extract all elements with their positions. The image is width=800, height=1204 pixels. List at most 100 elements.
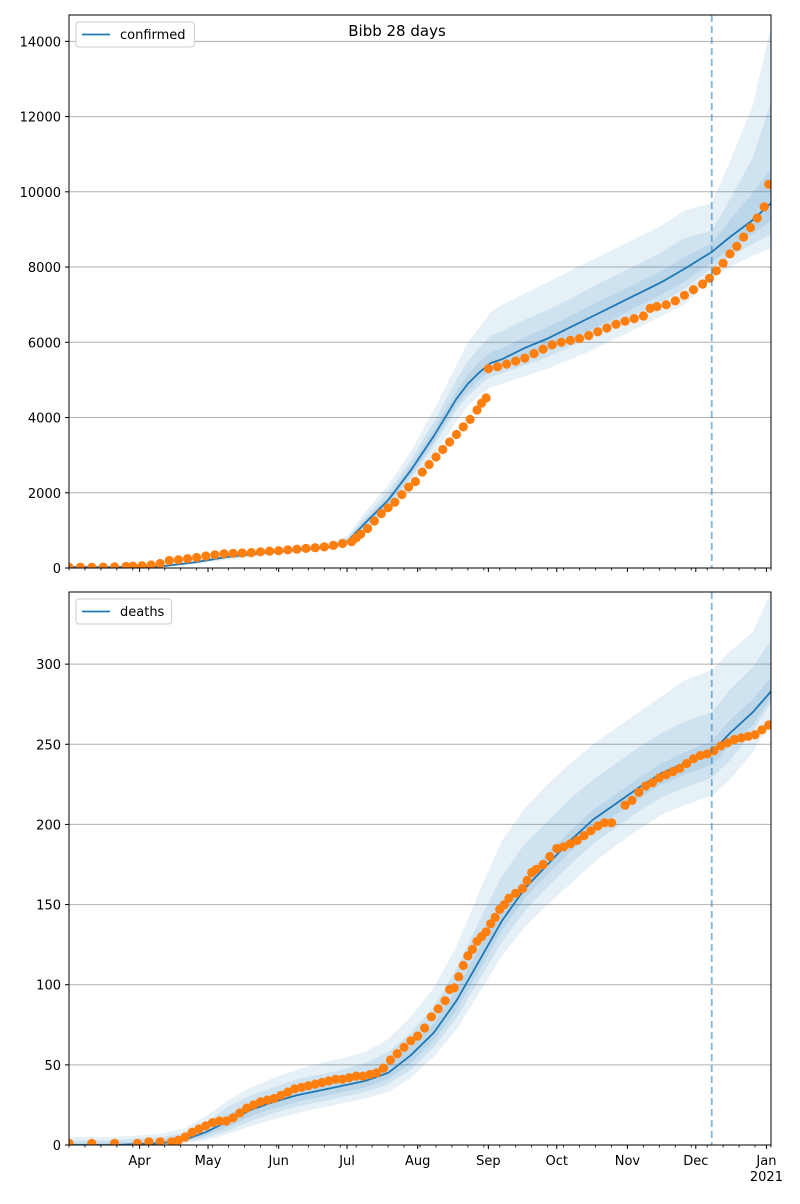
observed-point [201,551,211,561]
observed-point [392,1049,402,1059]
observed-point [358,1071,368,1081]
observed-point [481,927,491,937]
observed-point [565,335,576,345]
y-tick-label: 4000 [28,412,61,427]
y-tick-label: 100 [36,979,61,994]
observed-point [454,972,464,982]
y-tick-label: 6000 [28,336,61,351]
y-tick-label: 10000 [20,186,61,201]
observed-point [132,1138,142,1145]
observed-point [695,750,705,761]
observed-point [344,1073,354,1083]
legend: deaths [75,598,173,625]
observed-point [729,734,740,745]
observed-point [399,1042,409,1052]
observed-point [682,758,692,769]
observed-point [600,818,610,828]
observed-point [611,319,621,329]
y-tick-label: 0 [53,1139,61,1154]
observed-point [538,344,548,354]
x-tick-label: Jun [268,1154,289,1169]
observed-point [641,781,651,791]
observed-point [739,232,749,242]
observed-point [237,548,247,558]
observed-point [465,414,475,424]
observed-point [711,266,721,276]
observed-point [417,467,427,477]
observed-point [390,497,400,507]
observed-point [424,459,434,470]
observed-point [602,323,612,333]
observed-point [69,562,74,568]
observed-point [661,300,671,310]
chart-panel-confirmed: 0 2000 4000 6000 8000 10000 12000 14000 confirme… [20,14,772,577]
observed-point [210,550,220,560]
observed-point [481,393,491,403]
observed-point [502,359,512,369]
y-tick-label: 200 [36,818,61,833]
observed-point [440,996,450,1006]
plot-area [69,26,771,568]
observed-point [627,795,637,806]
uncertainty-band-middle [69,640,771,1145]
observed-point [433,1004,443,1014]
observed-point [144,1137,154,1145]
observed-point [246,548,256,558]
legend-box [75,598,173,625]
observed-point [679,290,690,300]
observed-point [593,327,603,337]
observed-point [385,1055,395,1065]
chart-panel-deaths: 0 50 100 150 200 250 300 Apr May Jun Jul Aug Sep Oct N… [36,591,783,1185]
observed-point [572,835,582,846]
observed-point [451,429,462,440]
observed-point [283,545,293,555]
observed-point [110,1138,120,1145]
x-tick-label: Jul [338,1154,355,1169]
observed-point [110,562,120,568]
observed-point [292,544,302,554]
observed-point [351,1071,361,1081]
observed-point [463,951,473,961]
legend-box [75,21,195,48]
observed-point [310,543,320,553]
observed-point [759,202,769,212]
observed-point [518,883,528,894]
observed-point [363,523,373,534]
observed-point [458,422,468,432]
observed-point [249,1100,259,1110]
observed-point [337,538,348,549]
x-tick-label: Jan [755,1154,776,1169]
plot-area [69,592,771,1145]
observed-point [545,851,555,862]
uncertainty-band-middle [69,101,771,568]
observed-point [383,503,393,513]
observed-point [137,561,147,568]
y-tick-label: 150 [36,899,61,914]
x-tick-label: Sep [476,1154,501,1169]
observed-point [274,546,284,556]
observed-point [547,340,557,350]
observed-point [214,1116,224,1126]
y-tick-label: 14000 [20,35,61,50]
observed-point [584,330,594,341]
x-tick-label: Nov [615,1154,641,1169]
observed-point [565,839,576,849]
observed-point [467,944,477,955]
observed-point [458,960,468,971]
y-tick-label: 2000 [28,487,61,502]
observed-point [75,562,85,568]
observed-point [504,893,514,903]
observed-point [670,296,680,306]
observed-point [634,787,644,798]
observed-point [98,562,108,568]
observed-point [486,919,496,929]
observed-point [269,1093,279,1104]
observed-point [155,1137,165,1145]
observed-point [372,1068,382,1078]
observed-point [675,763,685,773]
observed-point [438,444,448,455]
observed-point [192,552,202,563]
observed-point [194,1124,204,1134]
